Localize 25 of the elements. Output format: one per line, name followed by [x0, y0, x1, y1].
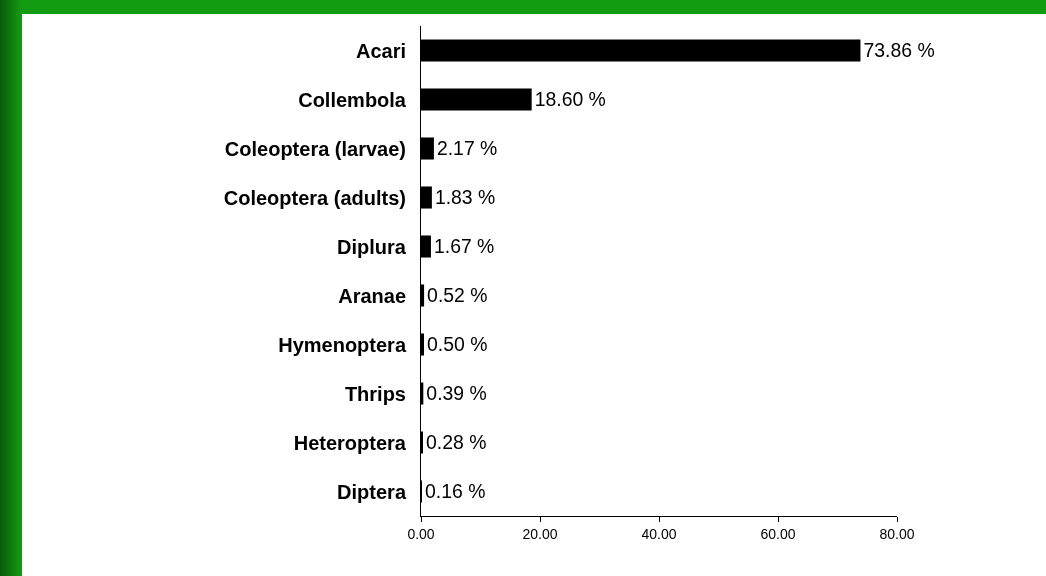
y-tick-label: Acari	[355, 39, 406, 62]
y-tick-label: Collembola	[298, 88, 407, 111]
x-tick-label: 80.00	[879, 525, 915, 542]
data-label: 0.52 %	[427, 284, 488, 307]
x-tick-label: 40.00	[641, 525, 677, 542]
y-tick-label: Thrips	[344, 382, 406, 405]
y-tick-label: Diplura	[337, 235, 407, 258]
y-tick-label: Aranae	[338, 284, 406, 307]
y-tick-label: Coleoptera (larvae)	[224, 137, 406, 160]
data-label: 0.50 %	[427, 333, 488, 356]
x-tick-label: 60.00	[760, 525, 796, 542]
data-label: 1.67 %	[433, 235, 495, 258]
data-label: 1.83 %	[434, 186, 496, 209]
data-label: 2.17 %	[436, 137, 498, 160]
x-tick-label: 20.00	[522, 525, 558, 542]
y-tick-label: Heteroptera	[293, 431, 407, 454]
data-label: 0.39 %	[426, 382, 487, 405]
y-tick-label: Diptera	[337, 480, 407, 503]
data-label: 18.60 %	[534, 88, 606, 111]
data-label: 73.86 %	[863, 39, 935, 62]
y-tick-label: Hymenoptera	[278, 333, 407, 356]
x-tick-label: 0.00	[407, 525, 435, 542]
data-label: 0.28 %	[426, 431, 487, 454]
data-label: 0.16 %	[425, 480, 486, 503]
y-tick-label: Coleoptera (adults)	[223, 186, 406, 209]
